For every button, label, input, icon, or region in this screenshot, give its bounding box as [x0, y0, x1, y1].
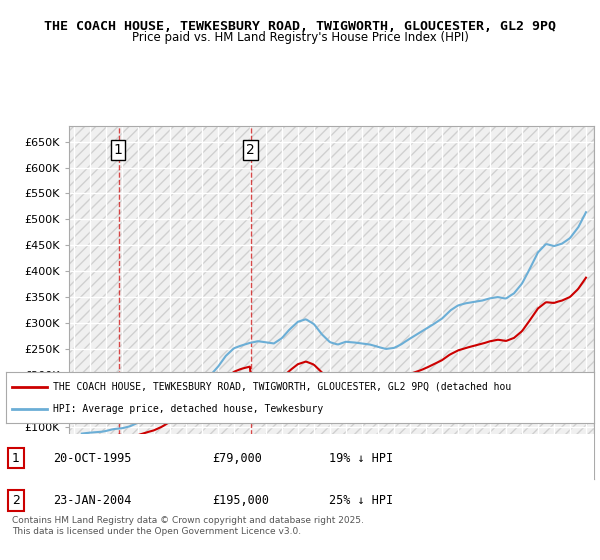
- Text: 2: 2: [246, 143, 255, 157]
- Text: HPI: Average price, detached house, Tewkesbury: HPI: Average price, detached house, Tewk…: [53, 404, 323, 414]
- Text: 23-JAN-2004: 23-JAN-2004: [53, 494, 131, 507]
- Text: THE COACH HOUSE, TEWKESBURY ROAD, TWIGWORTH, GLOUCESTER, GL2 9PQ (detached hou: THE COACH HOUSE, TEWKESBURY ROAD, TWIGWO…: [53, 381, 511, 391]
- Text: Contains HM Land Registry data © Crown copyright and database right 2025.
This d: Contains HM Land Registry data © Crown c…: [12, 516, 364, 535]
- Text: Price paid vs. HM Land Registry's House Price Index (HPI): Price paid vs. HM Land Registry's House …: [131, 31, 469, 44]
- Text: 1: 1: [12, 451, 20, 465]
- Text: THE COACH HOUSE, TEWKESBURY ROAD, TWIGWORTH, GLOUCESTER, GL2 9PQ: THE COACH HOUSE, TEWKESBURY ROAD, TWIGWO…: [44, 20, 556, 32]
- Text: £195,000: £195,000: [212, 494, 269, 507]
- Text: 20-OCT-1995: 20-OCT-1995: [53, 451, 131, 465]
- Text: 2: 2: [12, 494, 20, 507]
- Bar: [69, 126, 594, 479]
- Text: 1: 1: [114, 143, 122, 157]
- Text: £79,000: £79,000: [212, 451, 262, 465]
- Text: 25% ↓ HPI: 25% ↓ HPI: [329, 494, 394, 507]
- Text: 19% ↓ HPI: 19% ↓ HPI: [329, 451, 394, 465]
